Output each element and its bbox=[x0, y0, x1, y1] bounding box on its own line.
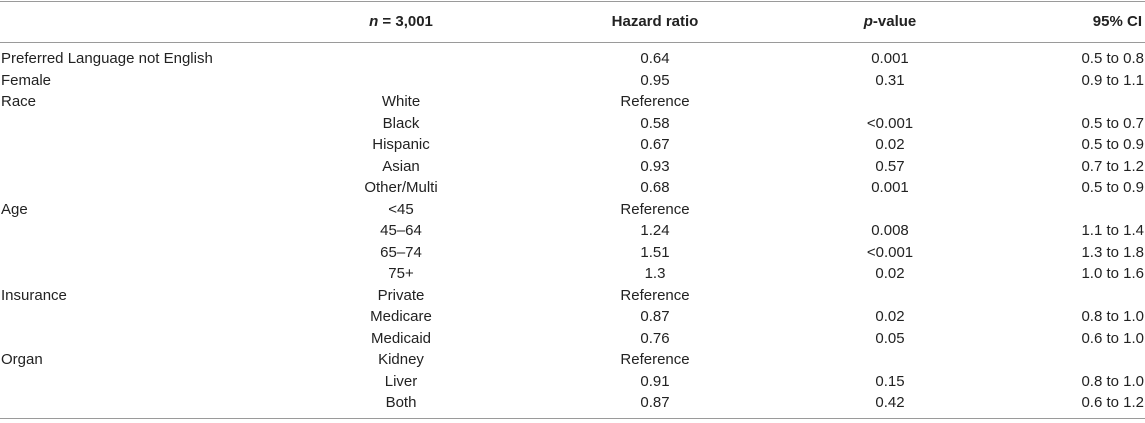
table-row: Other/Multi 0.68 0.001 0.5 to 0.9 bbox=[0, 177, 1145, 198]
table-row: Organ Kidney Reference bbox=[0, 349, 1145, 370]
header-n: n = 3,001 bbox=[326, 10, 476, 34]
table-header: n = 3,001 Hazard ratio p-value 95% CI bbox=[0, 10, 1145, 34]
row-p-value: <0.001 bbox=[866, 114, 914, 132]
header-hazard-ratio: Hazard ratio bbox=[611, 13, 699, 30]
row-p-value: 0.02 bbox=[875, 136, 905, 153]
header-p-italic: p bbox=[863, 13, 873, 30]
row-category: Kidney bbox=[378, 351, 424, 368]
table-row: Asian 0.93 0.57 0.7 to 1.2 bbox=[0, 156, 1145, 177]
row-category: Both bbox=[385, 394, 417, 411]
table-row: 65–74 1.51 <0.001 1.3 to 1.8 bbox=[0, 242, 1145, 263]
row-ci: 1.0 to 1.6 bbox=[1081, 265, 1144, 282]
row-hazard-ratio: 0.87 bbox=[640, 308, 670, 325]
row-label: Race bbox=[1, 93, 37, 110]
row-p-value: 0.57 bbox=[875, 157, 905, 175]
row-ci: 0.8 to 1.0 bbox=[1081, 308, 1144, 325]
row-p-value: 0.001 bbox=[871, 179, 909, 196]
row-hazard-ratio: 0.67 bbox=[640, 136, 670, 153]
row-label: Preferred Language not English bbox=[1, 50, 213, 67]
row-category: Other/Multi bbox=[364, 179, 438, 196]
row-p-value: 0.02 bbox=[875, 265, 905, 282]
header-n-italic: n bbox=[369, 13, 379, 30]
row-category: Medicaid bbox=[370, 329, 432, 347]
row-ci: 0.6 to 1.2 bbox=[1081, 394, 1144, 411]
row-hazard-ratio: Reference bbox=[620, 351, 690, 368]
row-hazard-ratio: 0.68 bbox=[640, 179, 670, 196]
row-ci: 0.6 to 1.0 bbox=[1081, 329, 1144, 347]
row-category: Private bbox=[377, 286, 425, 304]
row-hazard-ratio: 0.91 bbox=[640, 372, 670, 390]
row-category: Asian bbox=[382, 157, 420, 175]
row-category: Black bbox=[382, 114, 420, 132]
row-hazard-ratio: 1.51 bbox=[640, 243, 670, 261]
row-category: 75+ bbox=[388, 265, 414, 282]
table-row: Age <45 Reference bbox=[0, 199, 1145, 220]
row-label: Female bbox=[1, 71, 52, 89]
table-row: Race White Reference bbox=[0, 91, 1145, 112]
row-p-value: 0.31 bbox=[875, 71, 905, 89]
top-rule bbox=[0, 1, 1145, 2]
row-hazard-ratio: 0.64 bbox=[640, 50, 670, 67]
table-row: 45–64 1.24 0.008 1.1 to 1.4 bbox=[0, 220, 1145, 241]
row-ci: 0.5 to 0.8 bbox=[1081, 50, 1144, 67]
row-hazard-ratio: 0.76 bbox=[640, 329, 670, 347]
table-row: Medicaid 0.76 0.05 0.6 to 1.0 bbox=[0, 328, 1145, 349]
row-category: Medicare bbox=[370, 308, 432, 325]
table-row: 75+ 1.3 0.02 1.0 to 1.6 bbox=[0, 263, 1145, 284]
header-ci: 95% CI bbox=[1092, 13, 1142, 30]
row-hazard-ratio: Reference bbox=[620, 286, 690, 304]
row-p-value: 0.05 bbox=[875, 329, 905, 347]
row-category: 45–64 bbox=[380, 222, 422, 239]
header-n-value: = 3,001 bbox=[378, 13, 433, 30]
row-label: Age bbox=[1, 200, 28, 218]
bottom-rule bbox=[0, 418, 1145, 419]
row-p-value: 0.02 bbox=[875, 308, 905, 325]
row-ci: 0.5 to 0.9 bbox=[1081, 179, 1144, 196]
row-p-value: 0.42 bbox=[875, 394, 905, 411]
row-hazard-ratio: 0.58 bbox=[640, 114, 670, 132]
header-p-value: p-value bbox=[815, 10, 965, 34]
header-p-suffix: -value bbox=[872, 13, 917, 30]
row-category: 65–74 bbox=[380, 243, 422, 261]
row-category: <45 bbox=[388, 200, 414, 218]
row-p-value: 0.008 bbox=[871, 222, 909, 239]
header-rule bbox=[0, 42, 1145, 43]
table-row: Hispanic 0.67 0.02 0.5 to 0.9 bbox=[0, 134, 1145, 155]
table-row: Female 0.95 0.31 0.9 to 1.1 bbox=[0, 70, 1145, 91]
row-ci: 0.5 to 0.9 bbox=[1081, 136, 1144, 153]
row-category: Liver bbox=[384, 372, 418, 390]
row-ci: 1.1 to 1.4 bbox=[1081, 222, 1144, 239]
row-ci: 0.5 to 0.7 bbox=[1081, 114, 1144, 132]
row-hazard-ratio: Reference bbox=[620, 93, 690, 110]
row-ci: 0.9 to 1.1 bbox=[1081, 71, 1144, 89]
table-row: Both 0.87 0.42 0.6 to 1.2 bbox=[0, 392, 1145, 413]
row-p-value: <0.001 bbox=[866, 243, 914, 261]
row-p-value: 0.15 bbox=[875, 372, 905, 390]
table-row: Insurance Private Reference bbox=[0, 285, 1145, 306]
row-category: Hispanic bbox=[372, 136, 430, 153]
row-p-value: 0.001 bbox=[871, 50, 909, 67]
row-hazard-ratio: Reference bbox=[620, 200, 690, 218]
table-row: Medicare 0.87 0.02 0.8 to 1.0 bbox=[0, 306, 1145, 327]
row-ci: 0.8 to 1.0 bbox=[1081, 372, 1144, 390]
row-ci: 1.3 to 1.8 bbox=[1081, 243, 1144, 261]
row-hazard-ratio: 0.93 bbox=[640, 157, 670, 175]
row-hazard-ratio: 1.3 bbox=[644, 265, 666, 282]
row-hazard-ratio: 0.87 bbox=[640, 394, 670, 411]
row-label: Organ bbox=[1, 351, 43, 368]
row-hazard-ratio: 1.24 bbox=[640, 222, 670, 239]
table-row: Preferred Language not English 0.64 0.001 0… bbox=[0, 48, 1145, 69]
row-label: Insurance bbox=[1, 286, 67, 304]
row-hazard-ratio: 0.95 bbox=[640, 71, 670, 89]
table-row: Liver 0.91 0.15 0.8 to 1.0 bbox=[0, 371, 1145, 392]
row-ci: 0.7 to 1.2 bbox=[1081, 157, 1144, 175]
row-category: White bbox=[381, 93, 421, 110]
table-row: Black 0.58 <0.001 0.5 to 0.7 bbox=[0, 113, 1145, 134]
